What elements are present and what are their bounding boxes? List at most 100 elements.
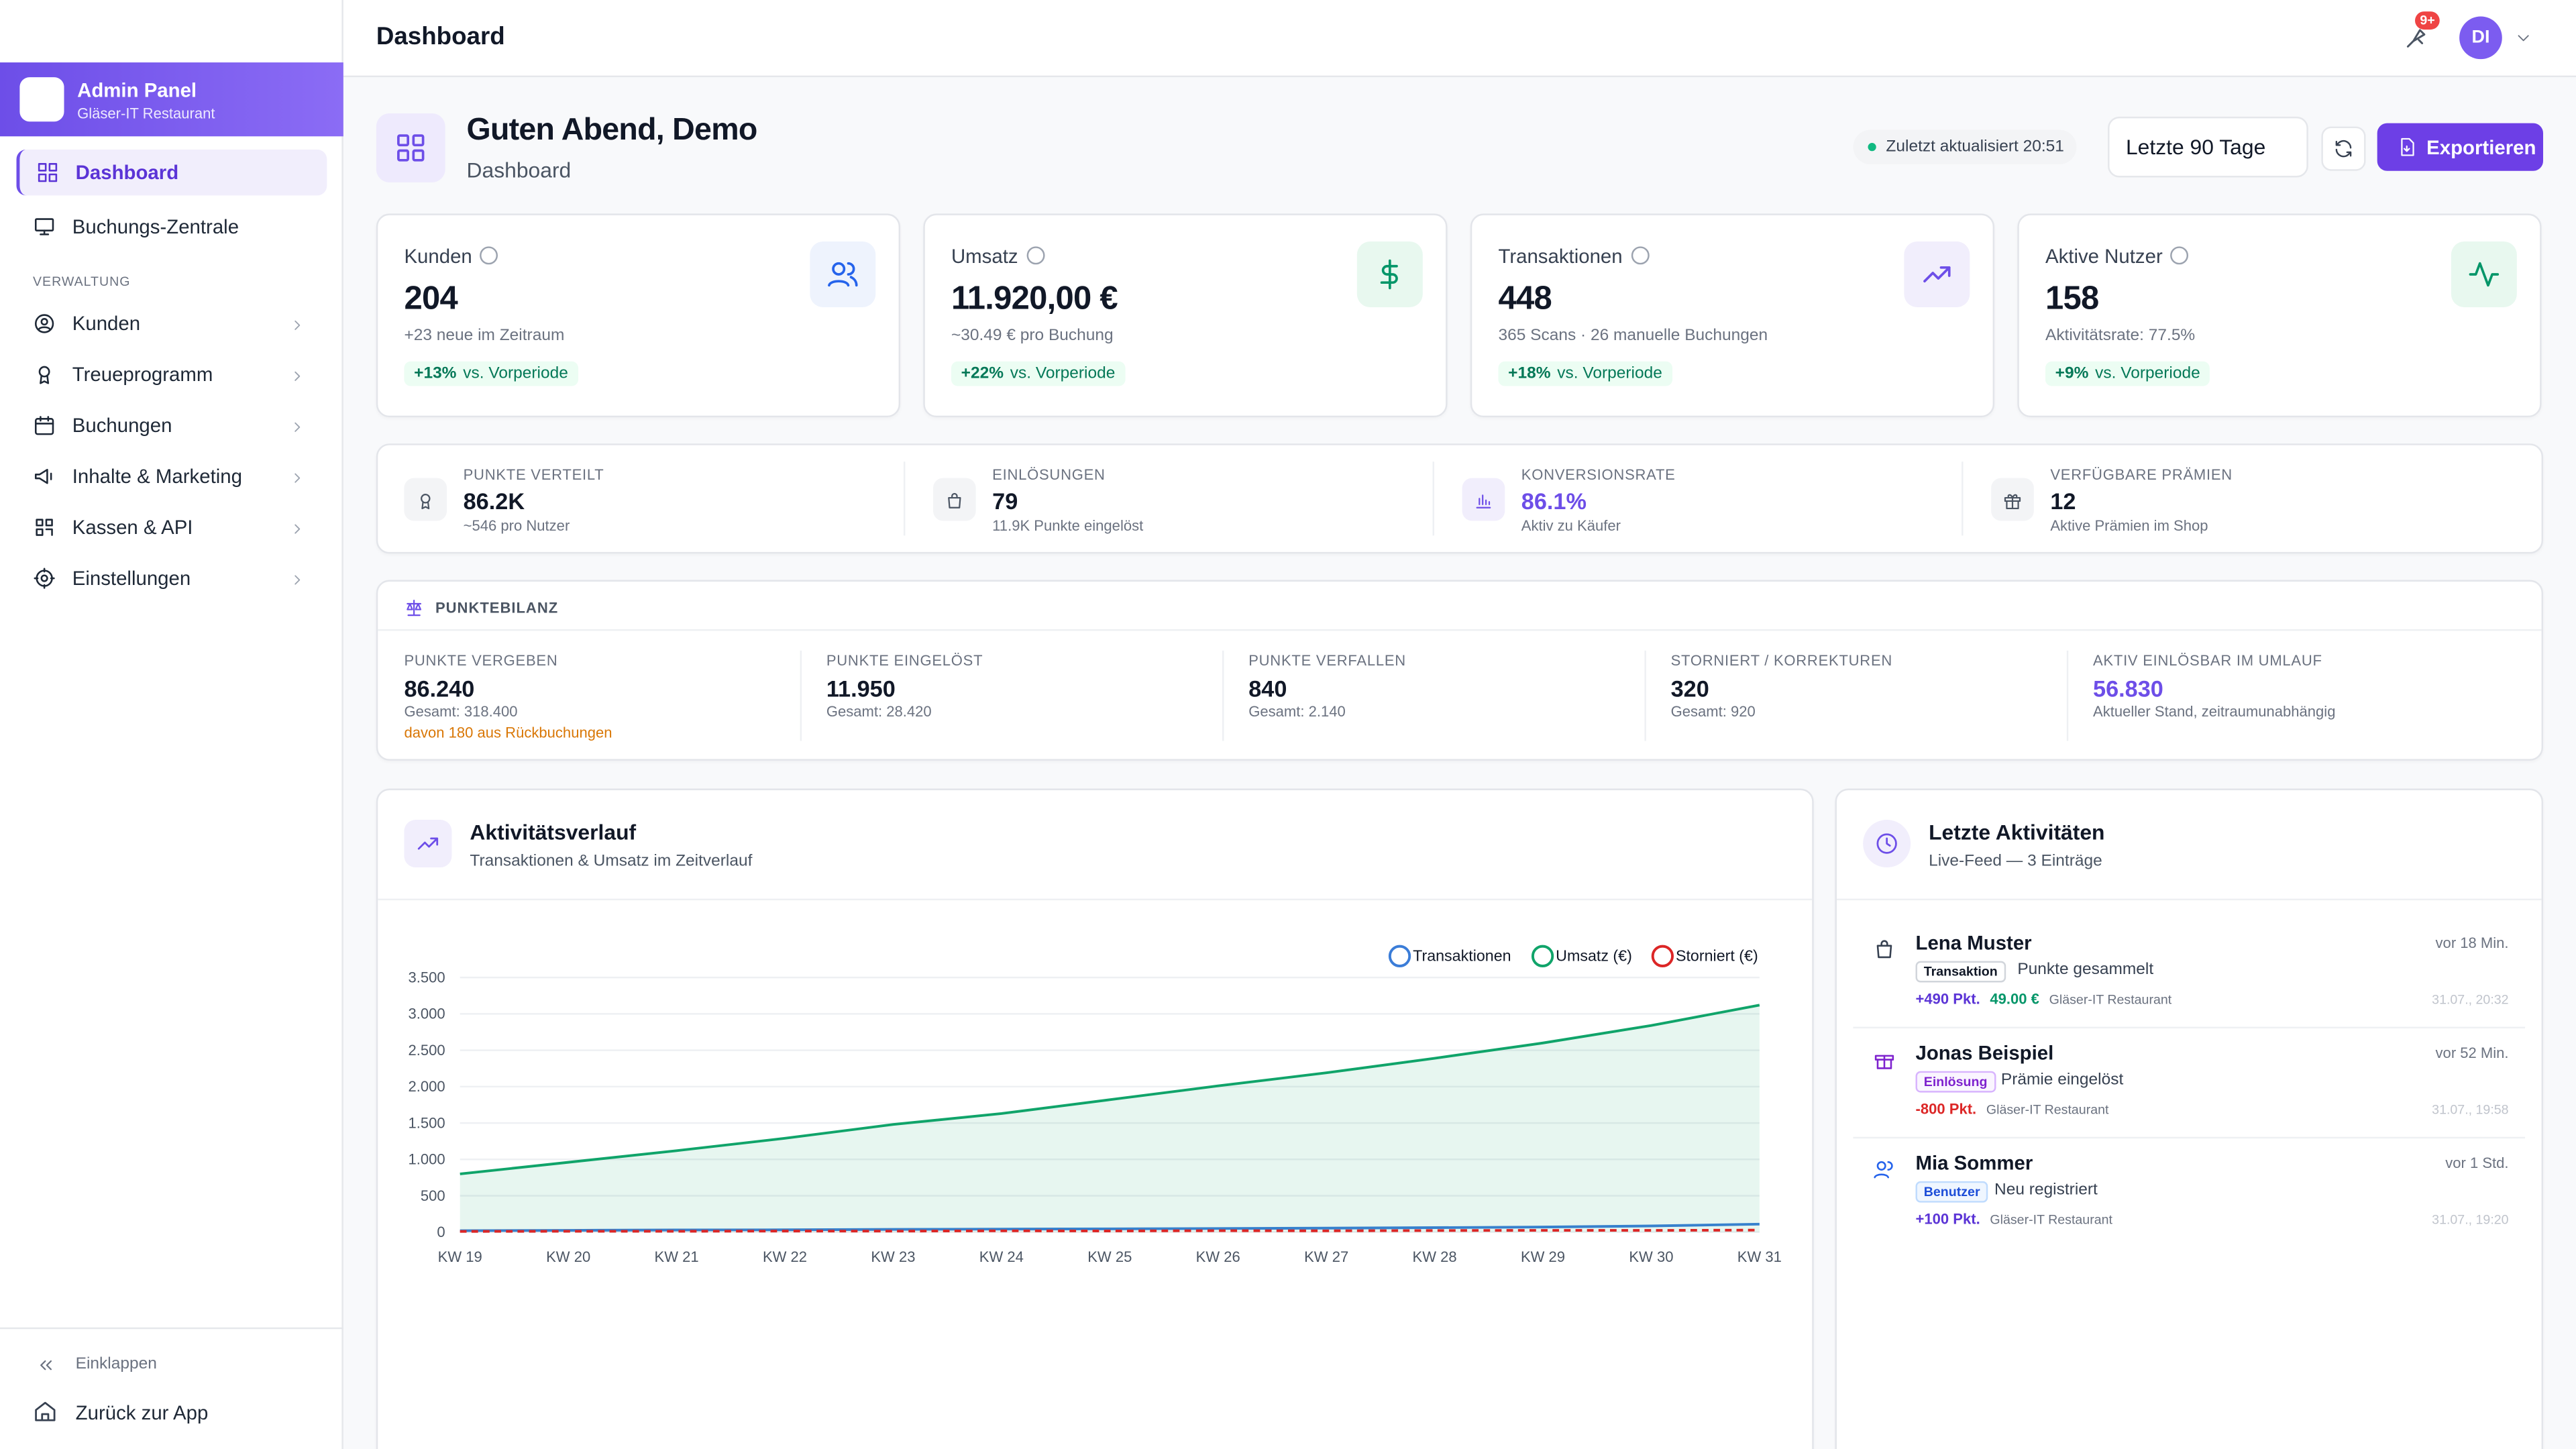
greeting-icon [376,113,445,182]
divider [378,898,1813,901]
avatar[interactable]: DI [2459,16,2502,60]
nav-label: Dashboard [75,161,179,184]
balance-label: PUNKTE VERFALLEN [1248,652,1406,669]
stat-value: 86.2K [463,488,525,515]
export-button[interactable]: Exportieren [2377,123,2544,171]
activity-tag: Benutzer [1915,1181,1988,1203]
kpi-sub: 365 Scans · 26 manuelle Buchungen [1498,327,1768,345]
balance-title: PUNKTEBILANZ [435,599,559,616]
kpi-card: Transaktionen 448 365 Scans · 26 manuelle … [1470,213,1995,418]
info-icon [1026,246,1044,265]
nav-item[interactable]: Treueprogramm [16,352,327,398]
balance-value: 840 [1248,675,1287,702]
kpi-value: 448 [1498,280,1552,317]
refresh-button[interactable] [2321,126,2366,171]
nav-item[interactable]: Kunden [16,301,327,347]
balance-label: PUNKTE EINGELÖST [826,652,983,669]
kpi-delta: +13% vs. Vorperiode [404,361,578,386]
chevron [289,366,305,382]
divider [378,629,2542,631]
activity-date: 31.07., 19:20 [2432,1212,2509,1228]
range-select[interactable]: Letzte 90 Tage [2108,116,2308,178]
collapse[interactable]: Einklappen [75,1355,157,1374]
kpi-label: Aktive Nutzer [2045,245,2189,268]
kpi-label: Umsatz [951,245,1044,268]
balance-label: STORNIERT / KORREKTUREN [1670,652,1893,669]
page-title: Dashboard [376,23,505,51]
activity-place: Gläser-IT Restaurant [1990,1212,2112,1227]
stat-icon [404,478,447,521]
activity-place: Gläser-IT Restaurant [2049,991,2172,1007]
chart-subtitle: Transaktionen & Umsatz im Zeitverlauf [470,853,753,871]
notification-badge: 9+ [2415,11,2440,30]
stat-label: EINLÖSUNGEN [992,466,1106,484]
activities-card: Letzte Aktivitäten Live-Feed — 3 Einträg… [1835,788,2544,1449]
greeting-title: Guten Abend, Demo [466,113,758,148]
row-divider [1853,1136,2526,1139]
nav-item[interactable]: Dashboard [16,149,327,196]
activity-points: -800 Pkt. [1915,1100,1977,1118]
chevron [289,417,305,433]
nav-item[interactable]: Buchungs-Zentrale [16,204,327,250]
chevron [289,519,305,535]
column-divider [903,462,906,536]
delta-value: +13% [414,364,457,383]
chart-icon [404,820,452,868]
nav-item[interactable]: Inhalte & Marketing [16,453,327,500]
export-label: Exportieren [2426,136,2536,159]
stat-value: 79 [992,488,1018,515]
divider [1836,898,2542,901]
nav-item[interactable]: Einstellungen [16,555,327,602]
delta-suffix: vs. Vorperiode [1010,364,1116,383]
kpi-icon [2451,241,2517,307]
activity-points: +100 Pkt. [1915,1210,1980,1228]
balance-note: davon 180 aus Rückbuchungen [404,724,612,741]
kpi-icon [810,241,876,307]
balance-sub: Gesamt: 318.400 [404,703,518,720]
nav-item[interactable]: Kassen & API [16,504,327,551]
stat-label: KONVERSIONSRATE [1521,466,1676,484]
updated-text: Zuletzt aktualisiert 20:51 [1886,138,2064,156]
column-divider [800,650,802,741]
nav-item[interactable]: Buchungen [16,402,327,449]
sidebar: Admin Panel Gläser-IT Restaurant VERWALT… [0,0,343,1449]
activity-date: 31.07., 20:32 [2432,992,2509,1008]
kpi-sub: Aktivitätsrate: 77.5% [2045,327,2196,345]
activity-icon [1873,1159,1896,1181]
delta-value: +18% [1508,364,1551,383]
activities-title: Letzte Aktivitäten [1929,820,2105,845]
chevron [289,468,305,484]
nav-label: Treueprogramm [72,363,213,386]
activity-time: vor 18 Min. [2435,934,2509,951]
notification-icon[interactable] [2404,25,2430,51]
activity-name: Jonas Beispiel [1915,1041,2054,1065]
delta-value: +22% [961,364,1004,383]
kpi-sub: ~30.49 € pro Buchung [951,327,1114,345]
section-label: VERWALTUNG [32,274,131,290]
brand-logo [19,77,64,122]
activity-date: 31.07., 19:58 [2432,1102,2509,1118]
balance-sub: Gesamt: 920 [1670,703,1756,720]
kpi-delta: +22% vs. Vorperiode [951,361,1126,386]
kpi-value: 204 [404,280,458,317]
kpi-label: Kunden [404,245,498,268]
activity-icon [1873,938,1896,961]
brand-band: Admin Panel Gläser-IT Restaurant [0,62,343,137]
chevron [289,315,305,331]
back-link[interactable]: Zurück zur App [75,1401,209,1425]
balance-sub: Gesamt: 28.420 [826,703,932,720]
info-icon [480,246,498,265]
kpi-card: Kunden 204 +23 neue im Zeitraum +13% vs. Vor… [376,213,901,418]
brand-subtitle: Gläser-IT Restaurant [77,105,215,122]
nav-label: Einstellungen [72,566,191,590]
stat-icon [1462,478,1505,521]
activities-subtitle: Live-Feed — 3 Einträge [1929,853,2102,871]
brand-title: Admin Panel [77,78,197,102]
balance-label: AKTIV EINLÖSBAR IM UMLAUF [2093,652,2322,669]
stat-value: 86.1% [1521,488,1587,515]
activity-tag: Einlösung [1915,1071,1996,1093]
kpi-icon [1904,241,1970,307]
stat-sub: Aktive Prämien im Shop [2050,517,2208,534]
balance-value: 56.830 [2093,675,2163,702]
